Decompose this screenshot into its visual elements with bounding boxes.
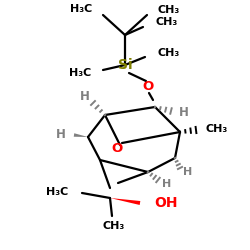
Text: H₃C: H₃C [69,68,91,78]
Polygon shape [74,133,88,137]
Text: CH₃: CH₃ [157,48,179,58]
Text: H: H [179,106,189,118]
Text: H₃C: H₃C [46,187,68,197]
Text: CH₃: CH₃ [206,124,228,134]
Polygon shape [110,198,140,205]
Text: OH: OH [154,196,178,210]
Text: CH₃: CH₃ [155,17,177,27]
Text: O: O [142,80,154,94]
Text: H: H [80,90,90,104]
Text: Si: Si [118,58,132,72]
Text: H: H [162,179,171,189]
Text: CH₃: CH₃ [103,221,125,231]
Text: H₃C: H₃C [70,4,92,14]
Text: H: H [183,167,192,177]
Text: CH₃: CH₃ [157,5,179,15]
Text: H: H [56,128,66,141]
Text: O: O [112,142,122,156]
